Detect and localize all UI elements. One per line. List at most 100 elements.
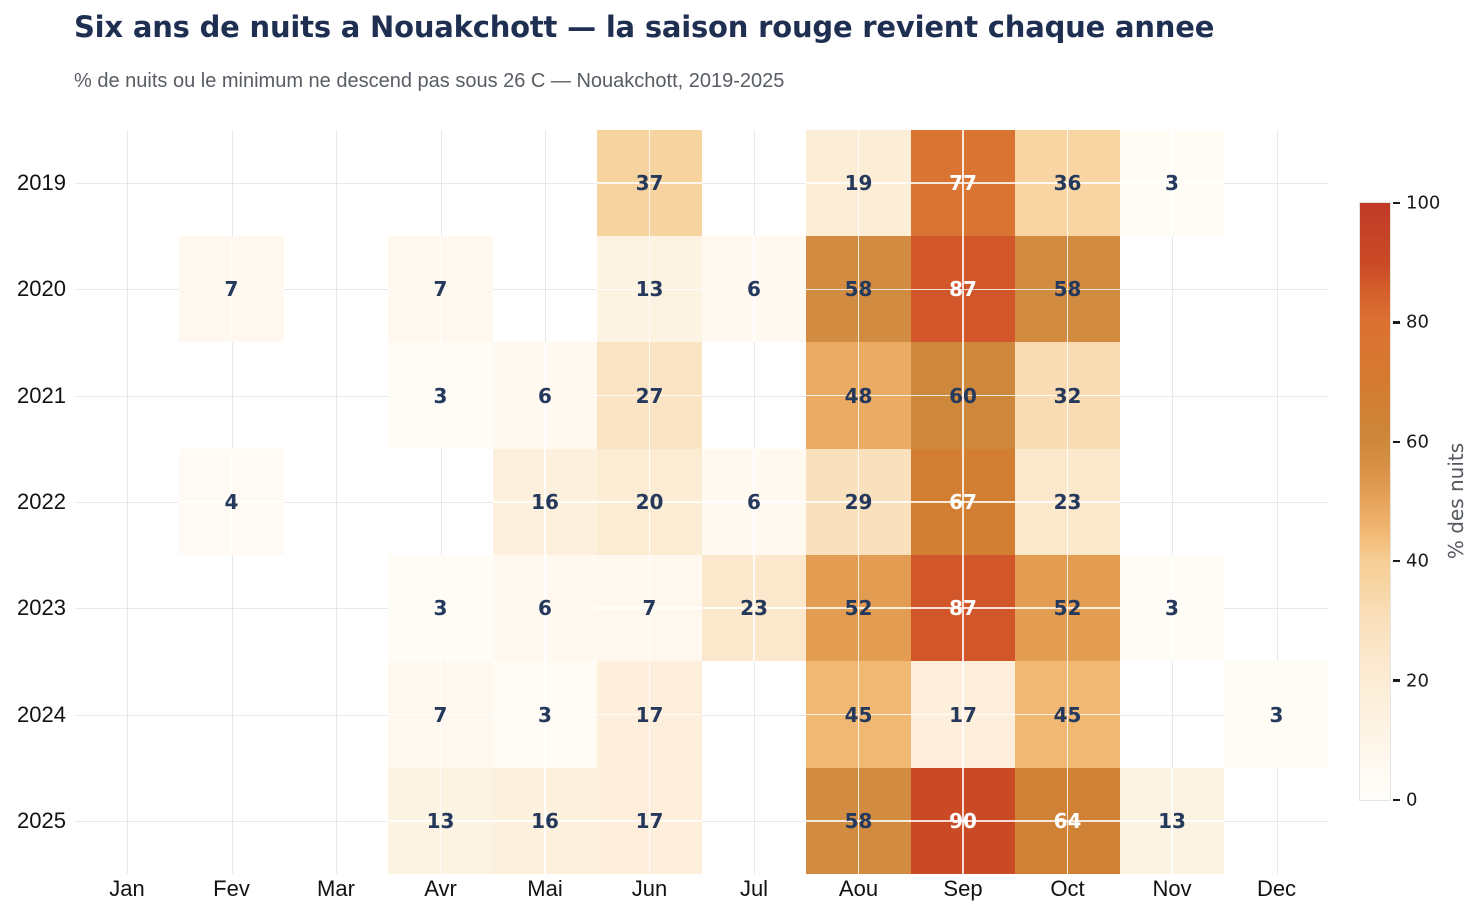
cell-value-label: 45 bbox=[844, 702, 873, 727]
heatmap-cell bbox=[1119, 555, 1225, 662]
x-axis-tick-label: Dec bbox=[1256, 876, 1297, 901]
heatmap-cell bbox=[910, 236, 1016, 343]
cell-value-label: 36 bbox=[1053, 171, 1082, 195]
heatmap-cell bbox=[1119, 129, 1225, 237]
cell-value-label: 67 bbox=[949, 489, 977, 514]
gridline-horizontal bbox=[74, 820, 1329, 822]
heatmap-cell bbox=[388, 661, 493, 768]
cell-gridline-horizontal bbox=[1119, 820, 1225, 822]
colorbar-axis-label: % des nuits bbox=[1444, 442, 1468, 560]
cell-value-label: 3 bbox=[538, 702, 552, 727]
heatmap-cell bbox=[492, 555, 598, 662]
heatmap-cell bbox=[1015, 236, 1120, 343]
heatmap-cell bbox=[910, 342, 1016, 449]
y-axis-tick-label: 2020 bbox=[17, 276, 66, 302]
cell-gridline-horizontal bbox=[492, 607, 598, 609]
colorbar-tick-label: 60 bbox=[1406, 431, 1429, 453]
cell-gridline-horizontal bbox=[1015, 288, 1120, 291]
y-axis-tick-label: 2021 bbox=[17, 382, 66, 408]
cell-gridline-horizontal bbox=[492, 394, 598, 397]
cell-gridline-horizontal bbox=[388, 394, 493, 397]
y-axis-tick-label: 2023 bbox=[17, 595, 66, 621]
cell-value-label: 23 bbox=[740, 596, 768, 621]
cell-gridline-horizontal bbox=[1015, 607, 1120, 609]
cell-gridline-horizontal bbox=[910, 501, 1016, 503]
cell-value-label: 58 bbox=[844, 808, 873, 833]
heatmap-cell bbox=[492, 661, 598, 768]
cell-value-label: 87 bbox=[949, 596, 977, 621]
heatmap-cell bbox=[388, 767, 493, 874]
y-axis-tick-label: 2025 bbox=[17, 807, 66, 833]
cell-value-label: 48 bbox=[844, 383, 873, 408]
cell-gridline-horizontal bbox=[388, 607, 493, 609]
heatmap-cell bbox=[910, 661, 1016, 768]
cell-gridline-horizontal bbox=[910, 820, 1016, 822]
cell-value-label: 6 bbox=[747, 489, 761, 514]
cell-value-label: 4 bbox=[224, 489, 239, 514]
cell-value-label: 64 bbox=[1053, 808, 1082, 833]
cell-gridline-horizontal bbox=[492, 820, 598, 822]
x-axis-tick-label: Jan bbox=[109, 876, 145, 901]
cell-gridline-horizontal bbox=[1119, 607, 1225, 609]
cell-gridline-horizontal bbox=[910, 182, 1016, 184]
cell-value-label: 3 bbox=[433, 596, 448, 621]
cell-value-label: 3 bbox=[1269, 702, 1284, 727]
cell-value-label: 16 bbox=[531, 808, 559, 833]
x-axis-tick-label: Mar bbox=[317, 876, 355, 901]
cell-gridline-horizontal bbox=[1015, 182, 1120, 184]
x-axis-tick-label: Fev bbox=[213, 876, 250, 901]
cell-gridline-horizontal bbox=[1015, 501, 1120, 503]
heatmap-cell bbox=[388, 236, 493, 343]
cell-gridline-horizontal bbox=[492, 713, 598, 716]
heatmap-cell bbox=[806, 129, 911, 237]
chart-title: Six ans de nuits a Nouakchott — la saiso… bbox=[74, 10, 1215, 44]
heatmap-cell bbox=[492, 767, 598, 874]
chart-subtitle: % de nuits ou le minimum ne descend pas … bbox=[74, 70, 785, 92]
cell-value-label: 13 bbox=[426, 808, 455, 833]
cell-gridline-horizontal bbox=[910, 713, 1016, 716]
heatmap-cell bbox=[597, 448, 702, 556]
cell-gridline-horizontal bbox=[492, 501, 598, 503]
cell-gridline-horizontal bbox=[597, 394, 702, 397]
colorbar-tick-mark bbox=[1393, 440, 1400, 444]
heatmap-cell bbox=[1119, 767, 1225, 874]
gridline-horizontal bbox=[74, 395, 1329, 397]
cell-gridline-horizontal bbox=[597, 182, 702, 184]
heatmap-cell bbox=[492, 448, 598, 556]
cell-gridline-horizontal bbox=[179, 501, 284, 503]
heatmap-cell bbox=[1015, 448, 1120, 556]
heatmap-cell bbox=[1015, 342, 1120, 449]
cell-value-label: 77 bbox=[949, 171, 977, 195]
cell-gridline-horizontal bbox=[910, 288, 1016, 291]
cell-gridline-horizontal bbox=[179, 288, 284, 291]
colorbar-tick-mark bbox=[1393, 201, 1400, 205]
cell-gridline-horizontal bbox=[806, 607, 911, 609]
heatmap-cell bbox=[910, 555, 1016, 662]
heatmap-cell bbox=[179, 448, 284, 556]
heatmap-cell bbox=[597, 555, 702, 662]
cell-gridline-horizontal bbox=[1224, 713, 1329, 716]
heatmap-cell bbox=[910, 129, 1016, 237]
heatmap-cell bbox=[701, 555, 807, 662]
colorbar-tick-mark bbox=[1393, 321, 1400, 324]
cell-value-label: 19 bbox=[844, 171, 873, 195]
heatmap-cell bbox=[179, 236, 284, 343]
cell-gridline-horizontal bbox=[806, 713, 911, 716]
colorbar bbox=[1359, 202, 1391, 801]
cell-value-label: 7 bbox=[433, 702, 448, 727]
x-axis-tick-label: Nov bbox=[1152, 876, 1192, 901]
heatmap-cell bbox=[701, 448, 807, 556]
cell-gridline-horizontal bbox=[806, 394, 911, 397]
cell-gridline-horizontal bbox=[597, 713, 702, 716]
cell-gridline-horizontal bbox=[388, 820, 493, 822]
cell-gridline-horizontal bbox=[388, 713, 493, 716]
cell-gridline-horizontal bbox=[701, 607, 807, 609]
cell-gridline-horizontal bbox=[597, 501, 702, 503]
gridline-horizontal bbox=[74, 183, 1329, 184]
cell-value-label: 20 bbox=[635, 489, 664, 514]
cell-value-label: 7 bbox=[224, 277, 239, 302]
colorbar-tick-label: 20 bbox=[1406, 670, 1429, 692]
cell-value-label: 13 bbox=[1158, 808, 1186, 833]
cell-value-label: 27 bbox=[635, 383, 664, 408]
